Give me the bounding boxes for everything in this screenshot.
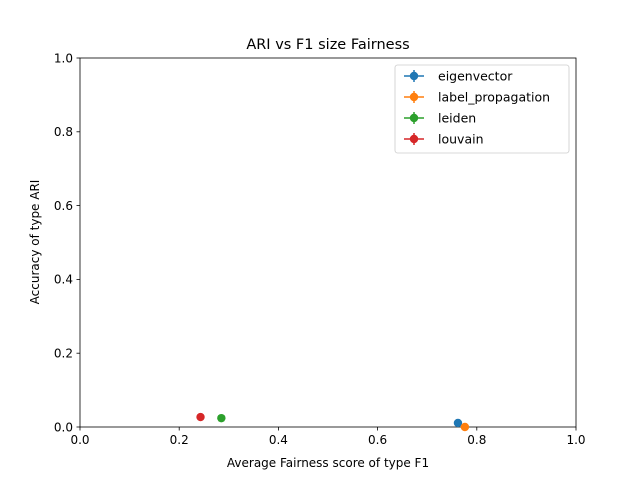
legend-label: label_propagation xyxy=(438,90,550,105)
legend-label: louvain xyxy=(438,132,484,147)
data-point-leiden xyxy=(217,413,226,423)
legend-marker xyxy=(409,71,419,81)
legend-item-eigenvector: eigenvector xyxy=(404,69,513,84)
y-tick-label: 0.4 xyxy=(54,273,73,287)
x-tick-label: 0.8 xyxy=(467,433,486,447)
x-axis-title: Average Fairness score of type F1 xyxy=(227,456,429,470)
data-point-eigenvector xyxy=(453,418,463,428)
x-tick-label: 0.4 xyxy=(269,433,288,447)
y-tick-label: 1.0 xyxy=(54,51,73,65)
plot-area: 0.0 0.2 0.4 0.6 0.8 1.0 0.0 0.2 0.4 0.6 0.8 1.0 xyxy=(54,51,586,447)
legend-frame xyxy=(394,64,570,154)
axes-frame xyxy=(79,57,577,428)
x-tick-label: 0.2 xyxy=(170,433,189,447)
y-tick-label: 0.0 xyxy=(54,420,73,434)
y-axis-title: Accuracy of type ARI xyxy=(28,180,42,305)
y-tick-label: 0.2 xyxy=(54,347,73,361)
x-tick-label: 0.6 xyxy=(368,433,387,447)
legend-marker xyxy=(409,134,419,144)
legend-marker xyxy=(409,113,419,123)
x-tick-label: 1.0 xyxy=(566,433,585,447)
x-tick-label: 0.0 xyxy=(70,433,89,447)
legend-marker xyxy=(409,92,419,102)
legend-item-leiden: leiden xyxy=(404,111,476,126)
y-tick-label: 0.6 xyxy=(54,199,73,213)
data-point-label_propagation xyxy=(460,422,470,432)
data-point-louvain xyxy=(196,412,205,422)
legend-label: eigenvector xyxy=(438,69,513,84)
y-tick-label: 0.8 xyxy=(54,125,73,139)
legend-item-label_propagation: label_propagation xyxy=(404,90,550,105)
chart-title: ARI vs F1 size Fairness xyxy=(246,37,409,53)
legend-label: leiden xyxy=(438,111,476,126)
legend-item-louvain: louvain xyxy=(404,132,484,147)
